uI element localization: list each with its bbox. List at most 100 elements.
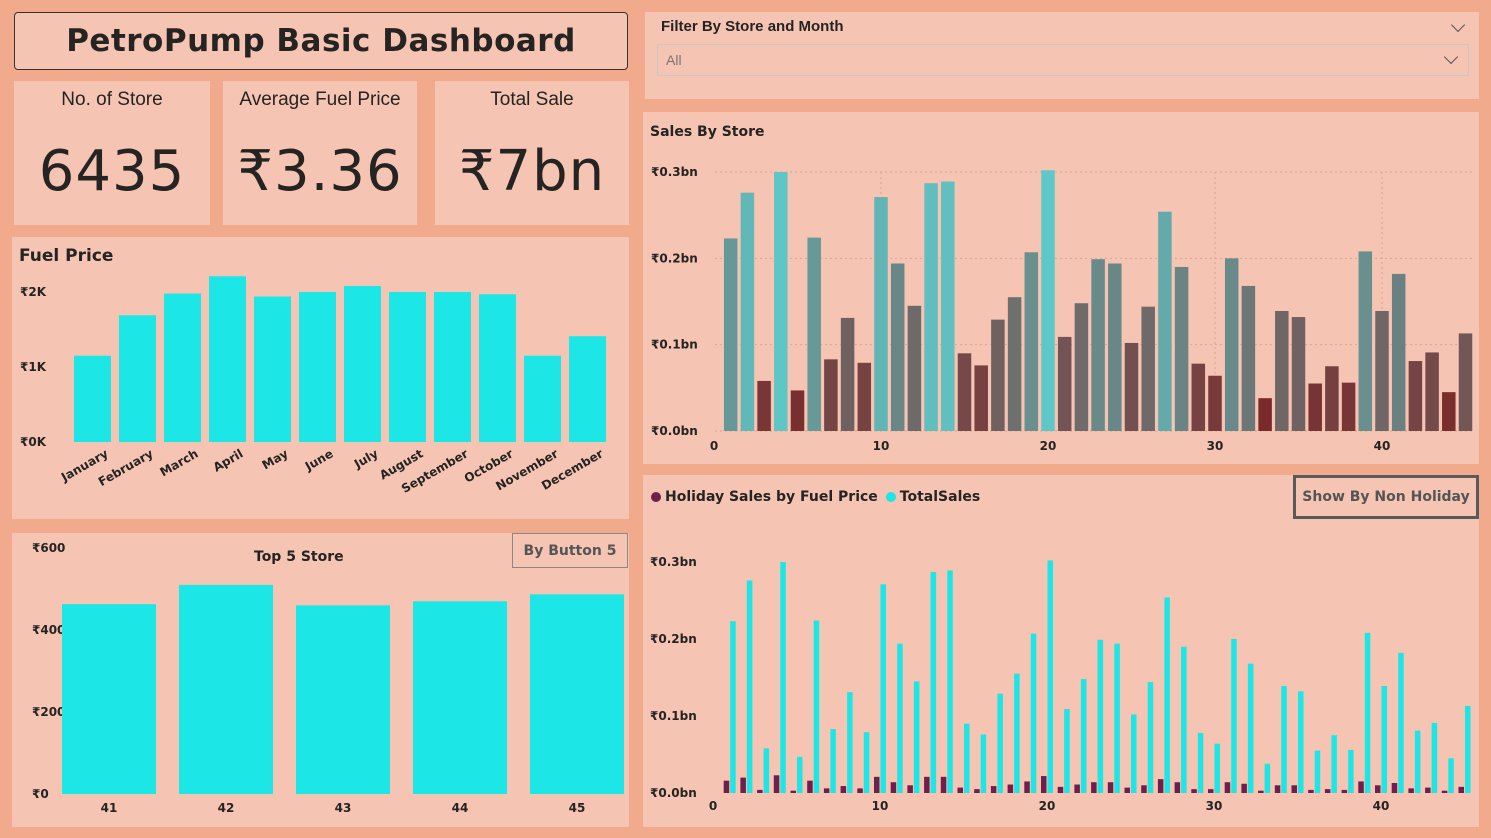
chart-legend: Holiday Sales by Fuel Price TotalSales	[651, 489, 980, 505]
bar	[1375, 310, 1389, 431]
sales-by-store-chart: ₹0.0bn ₹0.1bn ₹0.2bn ₹0.3bn 0 10 20 30 40	[651, 165, 1473, 453]
bar	[1124, 342, 1139, 431]
bar	[1108, 263, 1122, 431]
dashboard-title: PetroPump Basic Dashboard	[14, 12, 628, 70]
x-tick-label: 0	[709, 799, 717, 813]
bar-total	[1381, 685, 1387, 793]
bar	[1208, 375, 1222, 431]
bar	[62, 604, 156, 794]
bar	[1224, 258, 1239, 431]
bar	[1041, 170, 1055, 432]
holiday-sales-chart: ₹0.0bn ₹0.1bn ₹0.2bn ₹0.3bn 0 10 20 30 40	[650, 555, 1471, 813]
bar-total	[964, 723, 970, 793]
bar	[1074, 303, 1089, 431]
bar	[530, 594, 624, 794]
chart-title: Top 5 Store	[254, 549, 344, 565]
chart-title: Sales By Store	[650, 124, 765, 140]
bar	[974, 365, 988, 431]
bar	[1191, 363, 1206, 431]
chevron-down-icon[interactable]	[1450, 17, 1466, 33]
x-tick-label: June	[302, 446, 336, 473]
bar-total	[847, 692, 853, 793]
x-tick-label: 30	[1206, 799, 1223, 813]
bar-total	[1030, 633, 1037, 793]
bar-holiday	[1174, 782, 1181, 793]
bar	[389, 292, 426, 442]
bar-total	[1047, 560, 1053, 793]
bar	[1408, 361, 1423, 431]
bar	[824, 359, 838, 431]
bar-total	[1214, 743, 1220, 793]
bar	[774, 172, 788, 431]
bar-total	[863, 732, 870, 793]
bar	[1174, 266, 1189, 431]
bar-holiday	[1241, 783, 1247, 793]
card-value: ₹7bn	[458, 139, 606, 204]
bar-total	[1064, 709, 1070, 793]
bar-total	[1281, 685, 1287, 793]
legend-dot-total	[885, 492, 896, 502]
bar-total	[830, 729, 836, 793]
bar	[1308, 383, 1322, 431]
bar	[790, 390, 805, 431]
bar-total	[780, 562, 786, 793]
bar	[254, 296, 291, 442]
y-tick-label: ₹1K	[20, 360, 47, 374]
bar-holiday	[840, 786, 847, 793]
x-tick-label: 43	[335, 801, 352, 815]
card-label: Average Fuel Price	[239, 89, 401, 110]
bar	[296, 605, 390, 794]
x-tick-label: 10	[872, 799, 889, 813]
x-tick-label: 45	[569, 801, 586, 815]
show-non-holiday-button[interactable]: Show By Non Holiday	[1293, 475, 1479, 519]
bar-total	[1398, 652, 1404, 793]
bar-total	[797, 756, 803, 793]
sales-by-store-panel: Sales By Store ₹0.0bn ₹0.1bn ₹0.2bn ₹0.3bn 0…	[643, 112, 1479, 464]
bar-holiday	[1425, 787, 1431, 793]
y-tick-label: ₹0.3bn	[650, 555, 697, 569]
bar-holiday	[1191, 789, 1197, 793]
bar-holiday	[1041, 776, 1047, 793]
bar-holiday	[1124, 787, 1130, 793]
bar	[907, 305, 922, 431]
y-tick-label: ₹0.1bn	[650, 709, 697, 723]
bar-total	[1465, 705, 1471, 793]
bar	[723, 238, 738, 431]
bar-total	[730, 621, 736, 793]
bar-holiday	[807, 780, 813, 793]
x-tick-label: 42	[218, 801, 235, 815]
y-tick-label: ₹0	[32, 787, 49, 801]
y-tick-label: ₹0.1bn	[651, 338, 698, 352]
bar-total	[1247, 663, 1254, 793]
chevron-down-icon[interactable]	[1443, 49, 1459, 65]
y-tick-label: ₹2K	[20, 285, 47, 299]
filter-dropdown[interactable]: All	[657, 44, 1469, 76]
y-tick-label: ₹400	[32, 623, 65, 637]
bar-total	[1264, 763, 1271, 793]
bar	[1325, 366, 1339, 431]
bar-total	[997, 693, 1003, 793]
bar	[857, 362, 872, 431]
bar	[924, 183, 938, 431]
card-store-count: No. of Store 6435	[14, 81, 210, 225]
bar	[1024, 252, 1039, 431]
top5-chart: ₹0 ₹200 ₹400 ₹600 41 42 43 44 45	[32, 541, 624, 815]
filter-title: Filter By Store and Month	[661, 18, 844, 35]
bar	[840, 317, 855, 431]
x-tick-label: July	[351, 446, 381, 471]
bar	[299, 292, 336, 442]
bar-total	[1448, 758, 1454, 793]
bar	[1258, 398, 1272, 431]
card-value: ₹3.36	[237, 139, 403, 204]
bar	[209, 276, 246, 442]
bar-total	[947, 570, 953, 793]
bar-holiday	[990, 786, 997, 793]
bar	[179, 584, 273, 794]
bar	[890, 263, 905, 431]
bar	[1007, 297, 1022, 431]
bar	[119, 315, 156, 442]
bar-holiday	[823, 788, 830, 793]
x-tick-label: May	[260, 446, 291, 472]
top5-button[interactable]: By Button 5	[512, 533, 628, 568]
